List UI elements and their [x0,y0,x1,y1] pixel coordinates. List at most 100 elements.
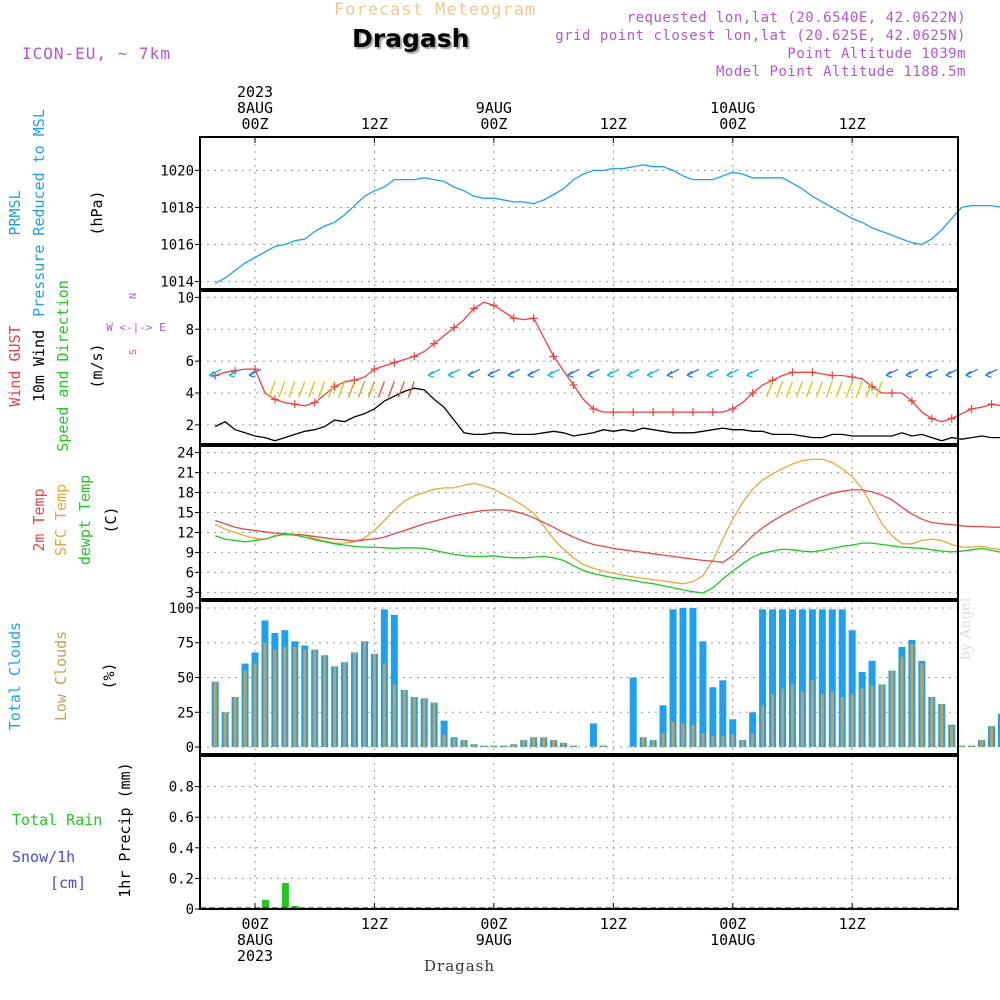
temp-y-tick-label: 21 [177,466,194,482]
pressure-y-tick-label: 1014 [160,275,194,291]
wind-arrow-head [208,370,216,378]
gust-marker [649,408,658,417]
total-clouds-bar [818,609,826,748]
top-time-label: 00Z [480,115,507,133]
temp-y-tick-label: 18 [177,486,194,502]
clouds-y-tick-label: 75 [177,636,194,652]
precip-y-tick-label: 0.4 [169,841,194,857]
low-clouds-bar [412,696,416,748]
total-clouds-bar [997,713,1000,748]
wind-arrow-head [626,370,634,378]
low-clouds-bar [681,723,685,748]
low-clouds-bar [701,733,705,748]
temp-panel-frame [199,445,959,600]
wind-y-tick-label: 4 [186,386,194,402]
pressure-y-tick-label: 1018 [160,200,194,216]
low-clouds-bar [751,733,755,748]
wind-arrow-head [905,370,913,378]
pressure-unit-label: (hPa) [88,190,106,235]
wind-arrow-head [467,370,475,378]
gust-marker [290,400,299,409]
wind-direction-arrow [785,381,794,398]
temp-y-tick-label: 9 [186,545,194,561]
temp2m-line [214,489,1000,564]
wind-direction-arrow [337,381,346,398]
low-clouds-bar [492,745,496,748]
wind-arrow-head [487,370,495,378]
low-clouds-bar [512,744,516,748]
wind-arrow-head [228,370,236,378]
total-clouds-bar [390,614,398,748]
wind-direction-arrow [407,381,415,398]
low-clouds-bar [502,745,506,748]
forecast-title: Forecast Meteogram [334,0,537,20]
low-clouds-bar [671,722,675,748]
total-clouds-bar [808,609,816,748]
low-clouds-bar [343,662,347,748]
model-label: ICON-EU, ~ 7km [22,44,171,63]
bottom-time-label: 00Z [241,915,268,933]
top-time-label: 12Z [839,115,866,133]
low-clouds-bar [472,744,476,748]
gust-marker [370,365,379,374]
wind-arrow-head [567,370,574,378]
wind-arrow-head [666,370,674,378]
low-clouds-bar [263,642,267,748]
wind-direction-arrow [815,381,823,398]
wind-direction-arrow [288,381,296,398]
total-clouds-bar [629,677,637,748]
precip-y-tick-label: 0 [186,902,194,918]
wind-direction-arrow [825,381,833,398]
low-clouds-bar [223,712,227,748]
clouds-y-tick-label: 25 [177,705,194,721]
low-clouds-bar [830,691,834,748]
low-clouds-bar [253,663,257,748]
total-clouds-bar [729,719,737,748]
low-clouds-bar [552,740,556,748]
low-clouds-bar [771,694,775,748]
bottom-time-label: 10AUG [710,931,755,949]
low-clouds-bar [641,737,645,748]
total-clouds-bar [779,609,787,748]
gust-marker [748,389,757,397]
low-clouds-bar [422,698,426,748]
temp-unit-label: (C) [102,506,120,533]
low-clouds-bar [661,733,665,748]
total-clouds-bar [699,641,707,748]
grid-point-coords: grid point closest lon,lat (20.625E, 42.… [555,28,966,44]
gust-marker [509,314,518,323]
gust-marker [629,408,638,417]
clouds-panel-frame [199,600,959,755]
gust-marker [947,414,956,423]
low-clouds-bar [432,702,436,748]
low-clouds-bar [591,745,595,748]
low-clouds-bar [870,685,874,748]
wind-unit-label: (m/s) [88,343,106,388]
gust-marker [430,339,439,348]
top-time-label: 12Z [600,115,627,133]
low-clouds-bar [890,670,894,748]
total-clouds-bar [759,609,767,748]
wind-y-tick-label: 2 [186,418,194,434]
wind-arrow-head [885,370,893,378]
low-clouds-bar [283,646,287,748]
top-time-label: 2023 [237,83,273,101]
low-clouds-bar [631,745,635,748]
top-time-label: 10AUG [710,99,755,117]
low-clouds-bar [382,663,386,748]
low-clouds-bar [462,740,466,748]
temp-y-tick-label: 24 [177,446,194,462]
compass-north-label: N [128,293,139,299]
snow-unit-legend: [cm] [50,874,86,892]
gust-marker [688,408,697,417]
wind-arrow-head [726,370,733,378]
low-clouds-bar [820,694,824,748]
low-clouds-bar [402,690,406,748]
low-clouds-bar [711,735,715,748]
total-clouds-label: Total Clouds [6,622,24,730]
wind-arrow-head [527,370,534,378]
low-clouds-bar [960,745,964,748]
wind-direction-arrow [835,381,843,398]
pressure-y-tick-label: 1020 [160,163,194,179]
